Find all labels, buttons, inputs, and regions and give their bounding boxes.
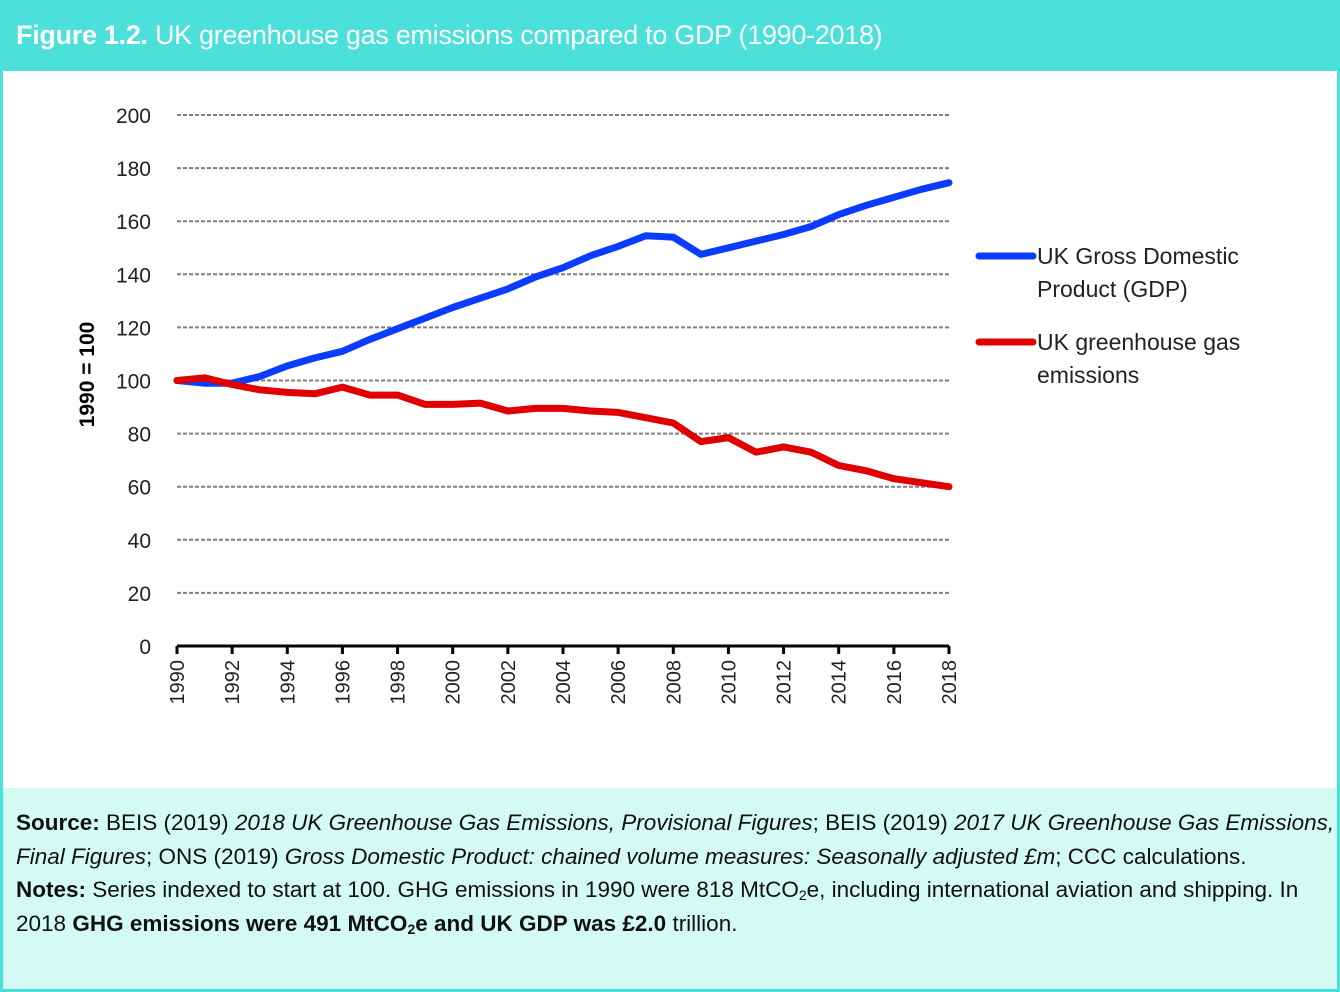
y-tick-label: 20 [128,583,151,606]
series-line-ghg [173,374,953,491]
notes-paragraph: Notes: Series indexed to start at 100. G… [16,873,1337,940]
legend-label: UK greenhouse gas [1037,329,1240,355]
y-tick-label: 0 [139,636,151,659]
figure-label: Figure 1.2. [16,20,148,50]
y-axis-label: 1990 = 100 [76,322,99,428]
source-title: 2017 UK Greenhouse Gas Emissions, Final … [16,810,1335,869]
x-tick-label: 2002 [498,660,520,705]
x-tick-label: 2012 [774,660,796,705]
y-tick-label: 140 [116,264,151,287]
x-tick-label: 1994 [277,660,299,705]
gridlines [177,114,949,648]
figure-title-text: UK greenhouse gas emissions compared to … [154,20,883,50]
figure-header: Figure 1.2. UK greenhouse gas emissions … [0,0,1340,71]
source-text-part: ; CCC calculations. [1055,843,1247,869]
notes-label: Notes: [16,877,87,902]
notes-box: Source: BEIS (2019) 2018 UK Greenhouse G… [3,788,1337,989]
x-tick-label: 2000 [443,660,465,705]
source-text-part: ; ONS (2019) [146,843,285,869]
y-tick-label: 160 [116,211,151,234]
notes-subscript-2: 2 [407,920,416,937]
legend: UK Gross Domestic Product (GDP) UK greenho… [975,243,1240,388]
y-tick-label: 80 [128,424,151,447]
y-tick-label: 40 [128,530,151,553]
x-tick-label: 2010 [718,660,740,705]
notes-subscript-1: 2 [798,887,807,903]
legend-label: Product (GDP) [1037,276,1188,302]
chart-area: 0 20 40 60 80 100 120 140 160 180 200 1990 1992 1994… [3,71,1337,788]
notes-bold-2: e and UK GDP was £2.0 [415,910,667,936]
legend-label: emissions [1037,362,1139,388]
x-tick-label: 1992 [222,660,244,705]
x-tick-label: 2004 [553,660,575,705]
y-tick-labels: 0 20 40 60 80 100 120 140 160 180 200 [116,105,151,659]
x-tick-label: 2006 [608,660,630,705]
source-title: 2018 UK Greenhouse Gas Emissions, Provis… [234,810,813,835]
source-paragraph: Source: BEIS (2019) 2018 UK Greenhouse G… [16,806,1337,873]
series-lines [173,179,953,491]
notes-text-3: trillion. [666,910,738,936]
y-tick-label: 180 [116,158,151,181]
notes-text-1: Series indexed to start at 100. GHG emis… [86,877,799,902]
legend-label: UK Gross Domestic [1037,243,1239,269]
source-text: BEIS (2019) 2018 UK Greenhouse Gas Emiss… [16,810,1334,869]
y-tick-label: 100 [116,371,151,394]
x-tick-label: 2008 [663,660,685,705]
x-tick-label: 1996 [332,660,354,705]
notes-bold-1: GHG emissions were 491 MtCO [72,910,408,936]
line-chart: 0 20 40 60 80 100 120 140 160 180 200 1990 1992 1994… [76,105,1240,705]
source-text-part: ; BEIS (2019) [812,810,954,835]
x-tick-label: 2018 [939,660,961,705]
source-label: Source: [16,810,100,835]
y-tick-label: 200 [116,105,151,128]
figure-title: Figure 1.2. UK greenhouse gas emissions … [16,20,883,51]
x-tick-label: 2014 [829,660,851,705]
series-line-gdp [173,179,953,387]
x-tick-label: 2016 [884,660,906,705]
x-tick-label: 1998 [388,660,410,705]
y-tick-label: 60 [128,477,151,500]
y-tick-label: 120 [116,317,151,340]
notes-text-2: e, including international aviation and … [16,877,1299,936]
source-title: Gross Domestic Product: chained volume m… [284,843,1056,869]
source-text-part: BEIS (2019) [99,810,235,835]
x-tick-label: 1990 [167,660,189,705]
x-tick-labels: 1990 1992 1994 1996 1998 2000 2002 2004 2006 2008… [167,646,961,705]
